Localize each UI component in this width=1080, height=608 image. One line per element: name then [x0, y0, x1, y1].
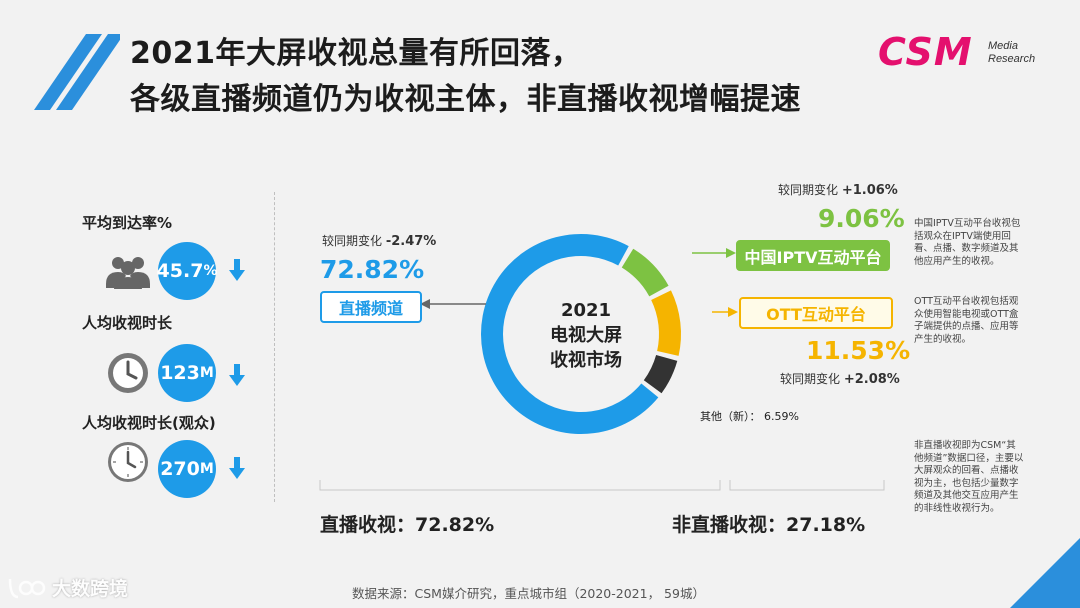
- connector-live-arrowhead: [420, 299, 430, 309]
- iptv-note: 中国IPTV互动平台收视包括观众在IPTV端使用回看、点播、数字频道及其他应用产…: [914, 218, 1021, 267]
- metric-viewer-time-unit: M: [199, 461, 214, 477]
- decorative-corner: [1010, 538, 1080, 608]
- donut-segment-live: [480, 234, 659, 434]
- watermark-logo-icon: [8, 578, 46, 598]
- iptv-change-value: +1.06%: [841, 183, 898, 198]
- center-line2: 收视市场: [550, 350, 622, 371]
- center-line1: 电视大屏: [550, 325, 622, 346]
- left-divider: [274, 192, 275, 502]
- donut-segment-iptv: [621, 248, 669, 297]
- ott-change-label: 较同期变化: [780, 372, 844, 386]
- data-source: 数据来源：CSM媒介研究，重点城市组（2020-2021， 59城）: [352, 586, 705, 601]
- ott-value: 11.53%: [806, 336, 911, 365]
- logo-sub1: Media: [988, 40, 1018, 52]
- iptv-change: 较同期变化 +1.06%: [778, 181, 898, 198]
- csm-logo: CSM Media Research: [878, 30, 1048, 76]
- ott-change-value: +2.08%: [843, 372, 900, 387]
- donut-center-label: 2021 电视大屏 收视市场: [526, 298, 646, 373]
- watermark-text: 大数跨境: [52, 578, 129, 600]
- metric-time-unit: M: [199, 365, 214, 381]
- bottom-brackets: [319, 480, 885, 491]
- donut-segment-other: [643, 355, 678, 394]
- nonlive-total: 非直播收视：27.18%: [672, 514, 866, 536]
- ott-change: 较同期变化 +2.08%: [780, 370, 900, 387]
- down-arrow-icon: [229, 457, 245, 479]
- logo-sub2: Research: [988, 53, 1036, 65]
- iptv-tag: 中国IPTV互动平台: [736, 240, 890, 271]
- iptv-change-label: 较同期变化: [778, 183, 842, 197]
- metric-time-value: 123 M: [158, 344, 216, 402]
- metric-viewer-time-label: 人均收视时长(观众): [82, 414, 216, 432]
- watermark: 大数跨境: [6, 574, 128, 601]
- other-note: 非直播收视即为CSM“其他频道”数据口径，主要以大屏观众的回看、点播收视为主，也…: [914, 440, 1024, 514]
- decorative-stripes: [34, 34, 120, 110]
- connector-ott-arrowhead: [728, 307, 738, 317]
- logo-main: CSM: [878, 30, 973, 74]
- ott-note: OTT互动平台收视包括观众使用智能电视或OTT盒子端提供的点播、应用等产生的收视…: [914, 296, 1019, 345]
- live-channel-tag: 直播频道: [320, 291, 422, 323]
- metric-reach-value: 45.7%: [156, 242, 218, 300]
- page-title-line1: 2021年大屏收视总量有所回落，: [130, 36, 582, 71]
- live-change-label: 较同期变化: [322, 234, 386, 248]
- clock-icon: [108, 442, 148, 482]
- iptv-value: 9.06%: [818, 204, 905, 233]
- down-arrow-icon: [229, 259, 245, 281]
- down-arrow-icon: [229, 364, 245, 386]
- live-total: 直播收视：72.82%: [320, 514, 495, 536]
- live-change-value: -2.47%: [385, 234, 437, 249]
- other-label: 其他（新）： 6.59%: [700, 410, 799, 423]
- ott-tag: OTT互动平台: [739, 297, 893, 329]
- center-year: 2021: [560, 300, 612, 321]
- metric-reach-label: 平均到达率%: [82, 214, 173, 232]
- metric-reach-unit: %: [203, 263, 218, 279]
- page-title-line2: 各级直播频道仍为收视主体，非直播收视增幅提速: [130, 82, 801, 117]
- metric-time-number: 123: [160, 362, 200, 384]
- people-icon: [106, 257, 150, 289]
- metric-viewer-time-value: 270 M: [158, 440, 216, 498]
- live-change: 较同期变化 -2.47%: [322, 232, 436, 249]
- metric-reach-number: 45.7: [156, 260, 204, 282]
- metric-time-label: 人均收视时长: [82, 314, 173, 332]
- clock-icon: [108, 353, 148, 393]
- donut-segment-ott: [651, 290, 681, 356]
- live-value: 72.82%: [320, 255, 425, 284]
- connector-iptv-arrowhead: [726, 248, 736, 258]
- metric-viewer-time-number: 270: [160, 458, 200, 480]
